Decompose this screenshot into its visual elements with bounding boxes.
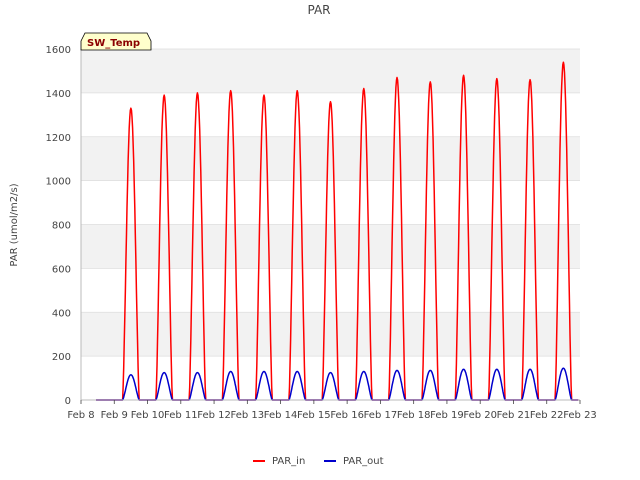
x-tick-label: Feb 16 [330, 410, 364, 421]
legend-label-par-out: PAR_out [343, 456, 384, 467]
background-band [81, 92, 580, 137]
background-band [81, 136, 580, 181]
y-tick-label: 1200 [46, 133, 71, 144]
y-tick-label: 0 [65, 396, 71, 407]
plot-background-bands [81, 49, 580, 400]
y-tick-label: 800 [52, 221, 71, 232]
chart-title: PAR [307, 3, 330, 17]
x-tick-label: Feb 12 [197, 410, 231, 421]
x-tick-label: Feb 13 [231, 410, 265, 421]
y-tick-labels: 0 200 400 600 800 1000 1200 1400 1600 [46, 45, 71, 407]
x-tick-label: Feb 9 [101, 410, 128, 421]
y-tick-label: 1600 [46, 45, 71, 56]
background-band [81, 180, 580, 225]
x-tick-label: Feb 17 [364, 410, 398, 421]
background-band [81, 224, 580, 269]
background-band [81, 312, 580, 357]
background-band [81, 49, 580, 93]
legend: PAR_in PAR_out [253, 456, 384, 467]
x-tick-label: Feb 21 [497, 410, 531, 421]
x-tick-label: Feb 10 [131, 410, 165, 421]
axes [80, 49, 580, 401]
x-tick-label: Feb 20 [463, 410, 497, 421]
y-tick-label: 1000 [46, 177, 71, 188]
background-band [81, 268, 580, 313]
y-tick-label: 600 [52, 264, 71, 275]
x-tick-label: Feb 11 [164, 410, 198, 421]
x-tick-label: Feb 18 [397, 410, 431, 421]
background-band [81, 356, 580, 400]
x-tick-label: Feb 8 [67, 410, 94, 421]
x-tick-label: Feb 19 [430, 410, 464, 421]
sw-temp-badge: SW_Temp [80, 32, 152, 51]
sw-temp-badge-label: SW_Temp [87, 38, 140, 49]
y-axis-label: PAR (umol/m2/s) [9, 183, 20, 266]
x-tick-labels: Feb 8 Feb 9 Feb 10 Feb 11 Feb 12 Feb 13 Feb 14… [67, 400, 597, 421]
x-tick-label: Feb 23 [563, 410, 597, 421]
x-tick-label: Feb 15 [297, 410, 331, 421]
y-tick-label: 200 [52, 352, 71, 363]
x-tick-label: Feb 14 [264, 410, 298, 421]
x-tick-label: Feb 22 [530, 410, 564, 421]
y-tick-label: 400 [52, 308, 71, 319]
legend-label-par-in: PAR_in [272, 456, 305, 467]
y-tick-label: 1400 [46, 89, 71, 100]
